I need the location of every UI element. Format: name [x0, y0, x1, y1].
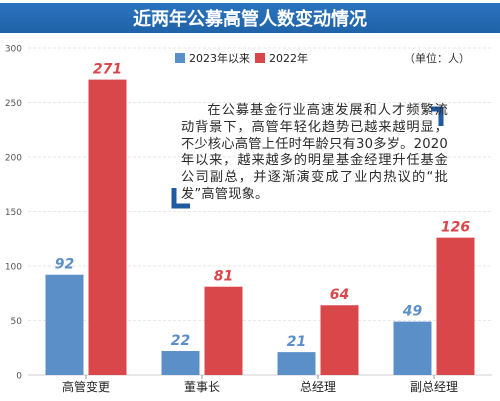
bar: [320, 305, 359, 375]
x-tick-label: 高管变更: [62, 379, 110, 394]
legend-label-2022: 2022年: [269, 51, 308, 65]
annotation-text: 在公募基金行业高速发展和人才频繁流动背景下，高管年轻化趋势已越来越明显，不少核心…: [181, 103, 448, 202]
legend-swatch-2022: [255, 53, 265, 63]
x-tick-label: 总经理: [300, 380, 336, 394]
data-label: 126: [441, 220, 470, 236]
x-tick-label: 副总经理: [410, 380, 458, 394]
data-label: 92: [55, 257, 74, 273]
unit-label: （单位：人）: [404, 51, 470, 65]
y-tick-label: 200: [5, 154, 22, 164]
y-tick-label: 300: [5, 45, 22, 55]
y-tick-label: 250: [5, 99, 22, 109]
bracket-bottom-left: [171, 188, 190, 209]
data-label: 64: [330, 287, 349, 303]
bar: [88, 79, 127, 376]
data-label: 49: [402, 304, 423, 320]
bar: [436, 237, 475, 375]
y-tick-label: 50: [11, 317, 23, 327]
data-label: 21: [287, 334, 306, 350]
legend-swatch-2023: [175, 53, 185, 63]
data-label: 81: [214, 269, 233, 285]
y-tick-label: 150: [5, 208, 22, 218]
chart-title: 近两年公募高管人数变动情况: [133, 8, 367, 30]
y-tick-label: 0: [16, 372, 22, 382]
bar: [393, 321, 432, 375]
title-band: [0, 3, 500, 33]
x-tick-label: 董事长: [184, 380, 220, 394]
bar: [277, 352, 316, 375]
bar: [204, 286, 243, 375]
data-label: 271: [93, 62, 122, 78]
data-label: 22: [171, 333, 190, 349]
y-tick-label: 100: [5, 263, 22, 273]
legend-label-2023: 2023年以来: [189, 51, 250, 65]
bar: [161, 351, 200, 375]
bracket-top-right: [431, 106, 444, 126]
bar: [45, 274, 84, 375]
